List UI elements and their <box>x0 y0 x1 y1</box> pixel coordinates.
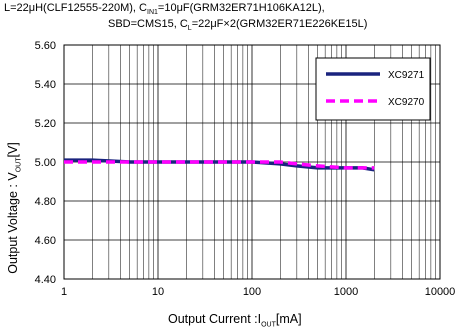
y-axis-label: Output Voltage : VOUT[V] <box>5 142 23 274</box>
y-tick-label: 5.20 <box>35 118 56 130</box>
x-axis-label: Output Current :IOUT[mA] <box>168 312 302 329</box>
series-line-xc9270 <box>64 160 375 170</box>
y-tick-label: 5.00 <box>35 157 56 169</box>
chart-subtitle-line-1: L=22μH(CLF12555-220M), CIN1=10μF(GRM32ER… <box>4 2 325 17</box>
x-tick-label: 10000 <box>425 286 456 298</box>
y-tick-label: 5.40 <box>35 79 56 91</box>
y-tick-label: 4.80 <box>35 196 56 208</box>
legend-label-xc9270: XC9270 <box>388 97 425 108</box>
y-tick-label: 4.60 <box>35 235 56 247</box>
x-tick-label: 1000 <box>334 286 358 298</box>
y-tick-label: 5.60 <box>35 40 56 52</box>
x-tick-label: 100 <box>243 286 261 298</box>
legend-label-xc9271: XC9271 <box>388 70 425 81</box>
x-tick-label: 1 <box>61 286 67 298</box>
legend-box <box>315 57 431 121</box>
chart-subtitle-line-2: SBD=CMS15, CL=22μF×2(GRM32ER71E226KE15L) <box>108 18 368 33</box>
y-tick-label: 4.40 <box>35 274 56 286</box>
x-tick-label: 10 <box>152 286 164 298</box>
